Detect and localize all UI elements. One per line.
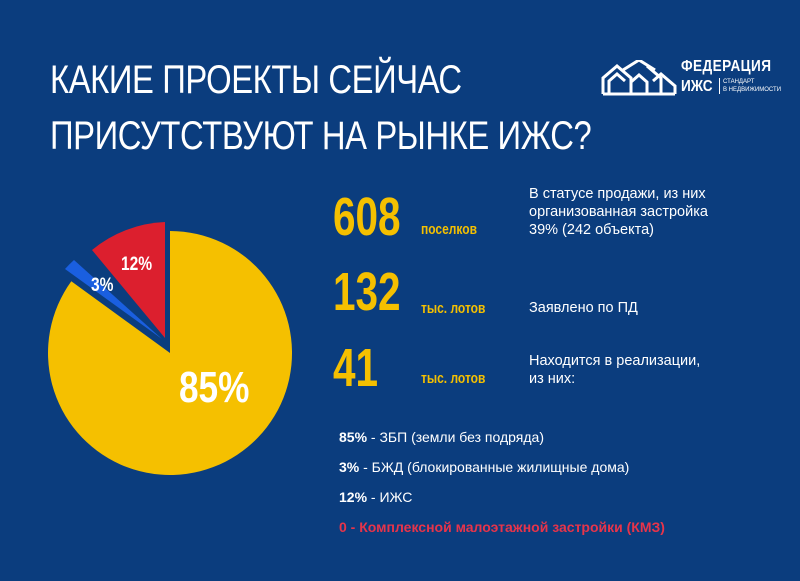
stat-unit-settlements: поселков [421, 221, 477, 238]
logo-name-line-2: ИЖС [681, 78, 713, 95]
legend-item-kmz: 0 - Комплексной малоэтажной застройки (К… [339, 519, 665, 535]
logo: ФЕДЕРАЦИЯ ИЖС СТАНДАРТ В НЕДВИЖИМОСТИ [601, 58, 781, 98]
page-title: КАКИЕ ПРОЕКТЫ СЕЙЧАС ПРИСУТСТВУЮТ НА РЫН… [50, 52, 592, 164]
logo-tagline: СТАНДАРТ В НЕДВИЖИМОСТИ [719, 78, 781, 94]
stat-value-declared-lots: 132 [333, 262, 401, 322]
pie-chart: 12% 3% 85% [48, 222, 293, 476]
stat-value-implemented-lots: 41 [333, 338, 379, 398]
pie-slice-bzhd [65, 260, 162, 339]
stat-unit-implemented-lots: тыс. лотов [421, 370, 486, 387]
pie-label-zbp: 85% [179, 363, 249, 412]
stat-description-declared-lots: Заявлено по ПД [529, 300, 638, 316]
stat-description-implemented-lots: Находится в реализации, из них: [529, 353, 701, 387]
title-line-2: ПРИСУТСТВУЮТ НА РЫНКЕ ИЖС? [50, 114, 592, 158]
legend-item-izhs: 12% - ИЖС [339, 489, 413, 505]
houses-logo-icon [601, 60, 677, 96]
stat-value-settlements: 608 [333, 187, 401, 247]
pie-label-izhs: 12% [121, 253, 152, 275]
logo-name-line-1: ФЕДЕРАЦИЯ [681, 58, 772, 75]
pie-label-bzhd: 3% [91, 274, 114, 296]
pie-slice-izhs [92, 222, 165, 338]
stat-unit-declared-lots: тыс. лотов [421, 300, 486, 317]
legend-item-bzhd: 3% - БЖД (блокированные жилищные дома) [339, 459, 630, 475]
legend-item-zbp: 85% - ЗБП (земли без подряда) [339, 429, 544, 445]
stat-description-settlements: В статусе продажи, из них организованная… [529, 186, 708, 238]
pie-slice-zbp [48, 231, 293, 476]
title-line-1: КАКИЕ ПРОЕКТЫ СЕЙЧАС [50, 58, 462, 102]
